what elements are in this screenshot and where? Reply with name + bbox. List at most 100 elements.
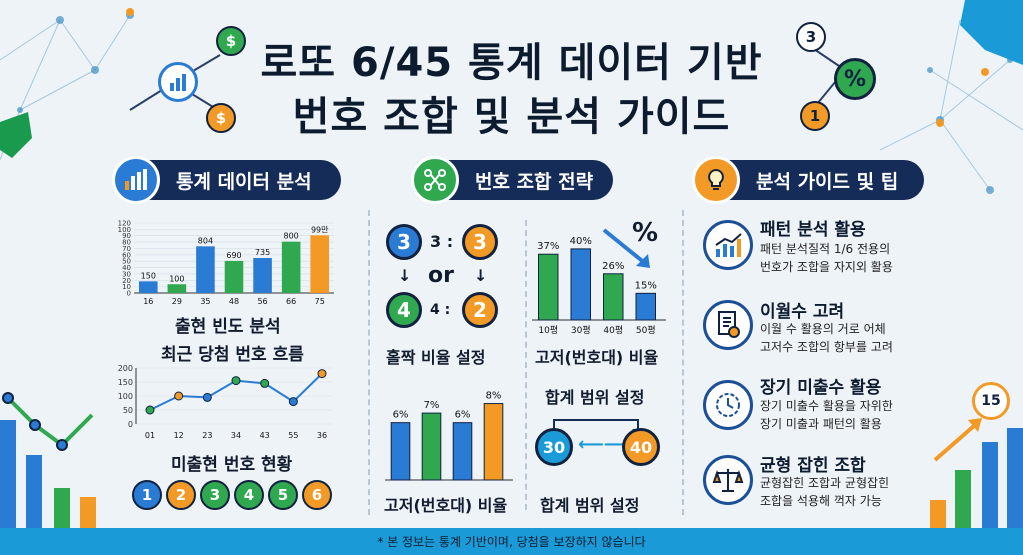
bar-data-label: 26% — [602, 261, 624, 272]
bar — [421, 412, 442, 481]
sum-range-min-ball: 30 — [535, 428, 573, 466]
sum-range-bottom-label: 합계 범위 설정 — [540, 496, 640, 515]
bar-data-label: 37% — [537, 241, 559, 252]
y-tick-label: 40 — [122, 264, 131, 272]
bar-data-label: 150 — [141, 271, 156, 280]
bar-data-label: 100 — [169, 274, 184, 283]
y-tick-label: 150 — [118, 378, 133, 387]
bar-data-label: 6% — [393, 410, 409, 421]
x-tick-label: 50평 — [636, 325, 656, 336]
bar — [281, 241, 301, 293]
trend-line-chart: 200 150 100 50 0 01 12 23 34 43 55 36 — [118, 364, 332, 440]
even-count-ball: 2 — [462, 292, 498, 328]
data-point — [260, 378, 270, 388]
x-tick-label: 36 — [317, 431, 327, 440]
bar-data-label: 690 — [226, 251, 241, 260]
data-point — [231, 376, 241, 386]
bar — [224, 260, 244, 293]
column-divider — [368, 210, 370, 515]
bar-data-label: 804 — [198, 236, 213, 245]
x-tick-label: 10평 — [538, 325, 558, 336]
section-header-guide: 분석 가이드 및 팁 — [692, 156, 924, 204]
odd-even-ratio-text: 4 : — [430, 302, 451, 318]
network-nodes-icon — [411, 156, 459, 204]
y-tick-label: 50 — [123, 406, 133, 415]
down-arrow-icon: ↓ — [474, 266, 488, 285]
bar — [635, 292, 656, 321]
page-title-line-2: 번호 조합 및 분석 가이드 — [292, 94, 731, 140]
data-point — [202, 392, 212, 402]
sum-range-top-label: 합계 범위 설정 — [545, 388, 645, 407]
bar — [452, 422, 473, 481]
data-point — [288, 397, 298, 407]
y-tick-label: 200 — [118, 364, 133, 373]
clock-icon — [703, 380, 753, 430]
lottery-ball-icon: 1 — [800, 101, 830, 131]
growth-chart-icon — [703, 220, 753, 270]
x-tick-label: 16 — [143, 297, 153, 306]
down-arrow-icon: ↓ — [398, 266, 412, 285]
growth-chart-icon — [158, 62, 198, 102]
section-header-label: 번호 조합 전략 — [475, 170, 594, 193]
bar — [196, 246, 215, 293]
bar — [167, 284, 187, 293]
bar-data-label: 40% — [570, 236, 592, 247]
bar-data-label: 7% — [424, 400, 440, 411]
y-tick-label: 90 — [122, 232, 131, 240]
x-tick-label: 66 — [286, 297, 296, 306]
y-tick-label: 50 — [122, 258, 131, 266]
high-low-bar-chart-2: 6% 7% 6% 8% — [385, 391, 513, 481]
high-low-ratio-label: 고저(번호대) 비율 — [535, 348, 659, 367]
bar — [390, 422, 411, 481]
column-divider — [682, 210, 684, 515]
tip-title: 균형 잡힌 조합 — [760, 456, 866, 476]
section-header-combo: 번호 조합 전략 — [411, 156, 613, 204]
bar — [310, 235, 329, 293]
percent-icon: % — [834, 58, 876, 100]
unseen-numbers-title: 미출현 번호 현황 — [171, 455, 293, 475]
unseen-number-ball: 5 — [268, 480, 298, 510]
y-tick-label: 120 — [118, 220, 131, 228]
sum-range-max-ball: 40 — [622, 428, 660, 466]
unseen-number-ball: 4 — [234, 480, 264, 510]
document-icon — [703, 300, 753, 350]
bar-data-label: 15% — [635, 280, 657, 291]
balance-scale-icon — [703, 455, 753, 505]
lightbulb-icon — [692, 156, 740, 204]
bar-data-label: 735 — [255, 248, 270, 257]
tip-text: 장기 미출수 활용을 자위한 — [760, 399, 893, 413]
tip-title: 장기 미출수 활용 — [760, 378, 882, 398]
tip-title: 패턴 분석 활용 — [760, 220, 866, 240]
page-title-line-1: 로또 6/45 통계 데이터 기반 — [260, 40, 763, 86]
y-tick-label: 0 — [128, 420, 133, 429]
odd-count-ball: 3 — [386, 224, 422, 260]
x-tick-label: 01 — [145, 431, 155, 440]
data-point — [174, 391, 184, 401]
tip-title: 이월수 고려 — [760, 302, 845, 322]
disclaimer-footer: * 본 정보는 통계 기반이며, 당첨을 보장하지 않습니다 — [0, 528, 1023, 555]
trend-chart-title: 최근 당첨 번호 흐름 — [161, 345, 304, 365]
tip-text: 번호가 조합을 자지외 활용 — [760, 260, 893, 274]
y-tick-label: 100 — [118, 392, 133, 401]
range-arrow-icon: ⟵⟶ — [578, 434, 630, 455]
x-tick-label: 23 — [202, 431, 212, 440]
unseen-number-ball: 1 — [132, 480, 162, 510]
bar — [570, 248, 591, 321]
y-tick-label: 0 — [127, 290, 131, 298]
x-tick-label: 55 — [288, 431, 298, 440]
y-tick-label: 80 — [122, 239, 131, 247]
frequency-chart-label: 출현 빈도 분석 — [175, 317, 281, 337]
tip-text: 이월 수 활용의 거로 어체 — [760, 322, 886, 336]
x-tick-label: 29 — [172, 297, 182, 306]
bar-data-label: 8% — [486, 391, 502, 402]
y-tick-label: 30 — [122, 270, 131, 278]
data-point — [145, 405, 155, 415]
dollar-coin-icon: $ — [216, 26, 246, 56]
x-tick-label: 56 — [257, 297, 267, 306]
high-low-ratio-label: 고저(번호대) 비율 — [384, 496, 508, 515]
section-header-label: 통계 데이터 분석 — [176, 170, 312, 193]
y-tick-label: 20 — [122, 277, 131, 285]
bar — [603, 273, 624, 321]
bar — [253, 258, 272, 293]
high-low-bar-chart: 37% 10평 40% 30평 26% 40평 15% 50평 — [532, 236, 666, 336]
